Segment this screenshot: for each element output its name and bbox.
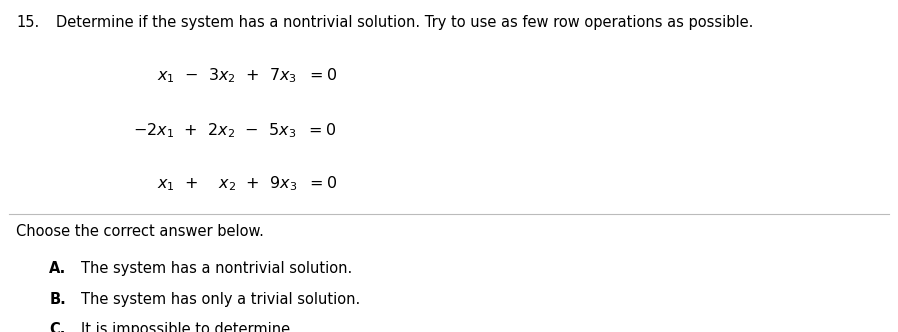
Text: Determine if the system has a nontrivial solution. Try to use as few row operati: Determine if the system has a nontrivial… (56, 15, 753, 30)
Text: $x_1$  $-$  $3x_2$  $+$  $7x_3$  $= 0$: $x_1$ $-$ $3x_2$ $+$ $7x_3$ $= 0$ (157, 66, 338, 85)
Text: Choose the correct answer below.: Choose the correct answer below. (16, 224, 264, 239)
Text: It is impossible to determine.: It is impossible to determine. (81, 322, 295, 332)
Text: A.: A. (49, 261, 66, 276)
Text: The system has a nontrivial solution.: The system has a nontrivial solution. (81, 261, 352, 276)
Text: The system has only a trivial solution.: The system has only a trivial solution. (81, 292, 360, 307)
Text: B.: B. (49, 292, 66, 307)
Text: $x_1$  $+$  $\ \ x_2$  $+$  $9x_3$  $= 0$: $x_1$ $+$ $\ \ x_2$ $+$ $9x_3$ $= 0$ (157, 174, 338, 193)
Text: $-2x_1$  $+$  $2x_2$  $-$  $5x_3$  $= 0$: $-2x_1$ $+$ $2x_2$ $-$ $5x_3$ $= 0$ (133, 121, 337, 140)
Text: C.: C. (49, 322, 66, 332)
Text: 15.: 15. (16, 15, 40, 30)
